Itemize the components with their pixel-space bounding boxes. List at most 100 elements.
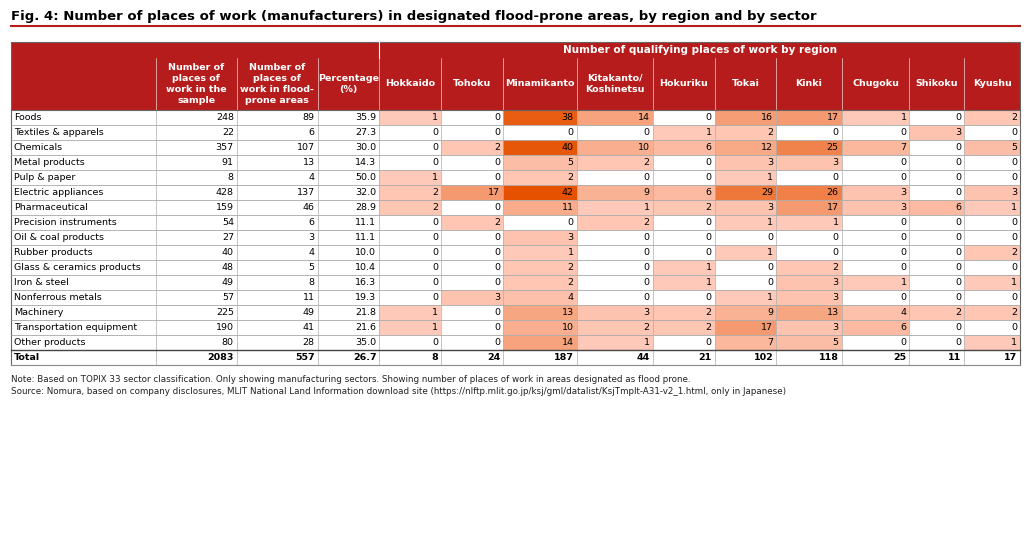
Bar bbox=[441, 335, 503, 350]
Bar bbox=[576, 200, 653, 215]
Text: 1: 1 bbox=[767, 218, 773, 227]
Text: 0: 0 bbox=[900, 173, 906, 182]
Bar bbox=[379, 335, 441, 350]
Text: 10: 10 bbox=[638, 143, 650, 152]
Bar bbox=[318, 350, 379, 365]
Text: 11: 11 bbox=[303, 293, 314, 302]
Bar bbox=[156, 170, 237, 185]
Text: 80: 80 bbox=[222, 338, 234, 347]
Text: 14.3: 14.3 bbox=[356, 158, 376, 167]
Text: 22: 22 bbox=[222, 128, 234, 137]
Text: 0: 0 bbox=[900, 338, 906, 347]
Bar bbox=[714, 125, 776, 140]
Text: 0: 0 bbox=[955, 188, 961, 197]
Bar bbox=[909, 140, 964, 155]
Text: 8: 8 bbox=[228, 173, 234, 182]
Text: 1: 1 bbox=[705, 263, 711, 272]
Bar bbox=[318, 140, 379, 155]
Text: Oil & coal products: Oil & coal products bbox=[14, 233, 104, 242]
Text: 4: 4 bbox=[568, 293, 573, 302]
Bar bbox=[776, 335, 841, 350]
Text: 28: 28 bbox=[303, 338, 314, 347]
Text: 1: 1 bbox=[432, 323, 438, 332]
Bar bbox=[776, 245, 841, 260]
Text: 14: 14 bbox=[562, 338, 573, 347]
Text: 26: 26 bbox=[827, 188, 839, 197]
Text: 0: 0 bbox=[705, 113, 711, 122]
Text: 46: 46 bbox=[303, 203, 314, 212]
Bar bbox=[237, 260, 318, 275]
Bar bbox=[379, 320, 441, 335]
Text: 2: 2 bbox=[643, 218, 650, 227]
Bar bbox=[237, 200, 318, 215]
Bar bbox=[964, 260, 1020, 275]
Text: Chemicals: Chemicals bbox=[14, 143, 63, 152]
Text: 6: 6 bbox=[705, 188, 711, 197]
Text: 2: 2 bbox=[955, 308, 961, 317]
Bar bbox=[11, 260, 156, 275]
Bar bbox=[318, 170, 379, 185]
Bar bbox=[503, 305, 576, 320]
Bar bbox=[156, 335, 237, 350]
Bar bbox=[776, 260, 841, 275]
Bar bbox=[318, 185, 379, 200]
Bar bbox=[318, 305, 379, 320]
Bar bbox=[503, 215, 576, 230]
Bar bbox=[576, 155, 653, 170]
Bar bbox=[964, 320, 1020, 335]
Bar bbox=[379, 185, 441, 200]
Text: 0: 0 bbox=[494, 203, 500, 212]
Bar bbox=[841, 290, 909, 305]
Bar bbox=[714, 260, 776, 275]
Bar bbox=[653, 320, 714, 335]
Bar bbox=[776, 140, 841, 155]
Text: 1: 1 bbox=[643, 338, 650, 347]
Text: 11: 11 bbox=[947, 353, 961, 362]
Text: 7: 7 bbox=[900, 143, 906, 152]
Text: Tokai: Tokai bbox=[732, 80, 760, 89]
Text: 28.9: 28.9 bbox=[356, 203, 376, 212]
Text: 5: 5 bbox=[833, 338, 839, 347]
Text: 3: 3 bbox=[568, 233, 573, 242]
Bar bbox=[653, 275, 714, 290]
Text: 30.0: 30.0 bbox=[356, 143, 376, 152]
Bar bbox=[576, 290, 653, 305]
Text: 3: 3 bbox=[900, 203, 906, 212]
Bar bbox=[11, 140, 156, 155]
Text: 2: 2 bbox=[432, 203, 438, 212]
Bar bbox=[909, 260, 964, 275]
Text: 17: 17 bbox=[827, 113, 839, 122]
Text: 6: 6 bbox=[308, 218, 314, 227]
Text: 8: 8 bbox=[308, 278, 314, 287]
Text: 0: 0 bbox=[643, 128, 650, 137]
Text: Hokkaido: Hokkaido bbox=[386, 80, 435, 89]
Text: 2: 2 bbox=[494, 218, 500, 227]
Bar bbox=[776, 290, 841, 305]
Text: 3: 3 bbox=[833, 278, 839, 287]
Bar bbox=[379, 140, 441, 155]
Text: 0: 0 bbox=[568, 128, 573, 137]
Bar bbox=[653, 215, 714, 230]
Text: 21: 21 bbox=[698, 353, 711, 362]
Text: Pharmaceutical: Pharmaceutical bbox=[14, 203, 88, 212]
Bar bbox=[379, 290, 441, 305]
Bar bbox=[909, 155, 964, 170]
Bar bbox=[503, 260, 576, 275]
Bar bbox=[318, 155, 379, 170]
Bar bbox=[576, 185, 653, 200]
Text: 89: 89 bbox=[303, 113, 314, 122]
Bar bbox=[379, 200, 441, 215]
Text: Total: Total bbox=[14, 353, 40, 362]
Text: 5: 5 bbox=[1011, 143, 1017, 152]
Bar bbox=[11, 58, 1020, 110]
Text: 0: 0 bbox=[432, 218, 438, 227]
Bar bbox=[11, 110, 156, 125]
Bar bbox=[441, 230, 503, 245]
Bar bbox=[318, 290, 379, 305]
Text: 2: 2 bbox=[494, 143, 500, 152]
Text: 6: 6 bbox=[900, 323, 906, 332]
Text: 3: 3 bbox=[833, 323, 839, 332]
Bar bbox=[841, 350, 909, 365]
Text: Metal products: Metal products bbox=[14, 158, 85, 167]
Text: 19.3: 19.3 bbox=[356, 293, 376, 302]
